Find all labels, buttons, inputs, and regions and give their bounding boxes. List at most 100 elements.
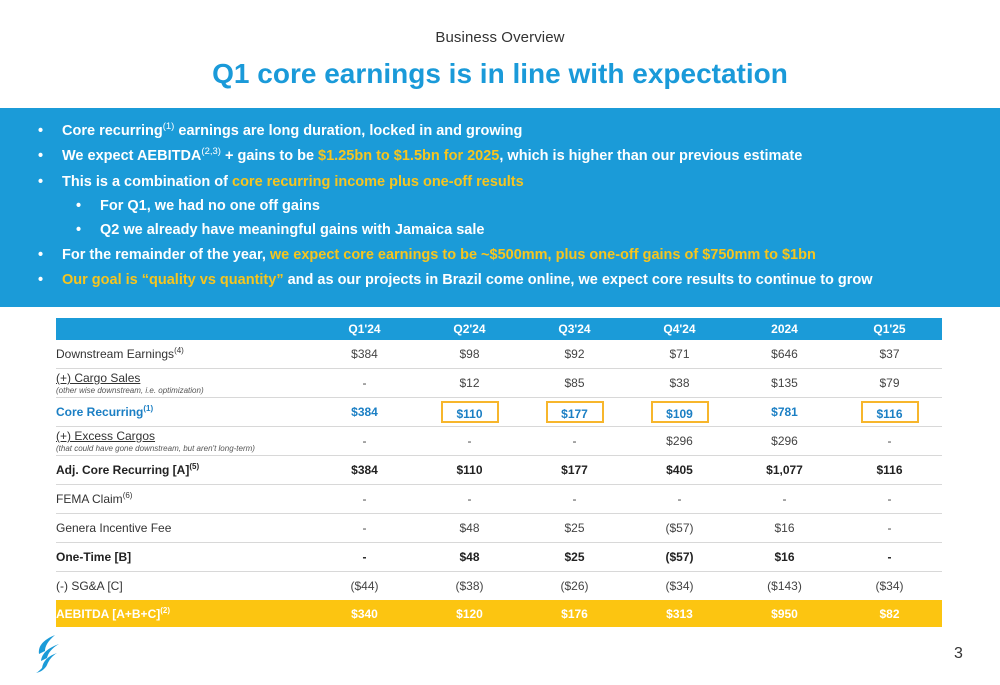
table-cell: $781 <box>732 397 837 427</box>
row-label: (+) Excess Cargos (that could have gone d… <box>56 426 312 456</box>
column-header: Q2'24 <box>417 318 522 340</box>
section-kicker: Business Overview <box>435 29 565 46</box>
table-cell: ($57) <box>627 513 732 543</box>
table-cell: $38 <box>627 368 732 398</box>
table-row-fema-claim: FEMA Claim(6) - - - - - - <box>56 484 942 514</box>
row-label: Downstream Earnings(4) <box>56 346 184 362</box>
table-cell: - <box>837 513 942 543</box>
table-cell: ($143) <box>732 571 837 600</box>
table-row-cargo-sales: (+) Cargo Sales (other wise downstream, i… <box>56 368 942 398</box>
table-cell: $405 <box>627 455 732 485</box>
table-cell: $48 <box>417 513 522 543</box>
sub-bullet-q2: • Q2 we already have meaningful gains wit… <box>76 222 485 238</box>
table-cell: $82 <box>837 600 942 627</box>
bullet-core-recurring: • Core recurring(1) earnings are long dur… <box>38 121 523 139</box>
table-cell: - <box>522 484 627 514</box>
table-cell: ($34) <box>627 571 732 600</box>
table-cell: $384 <box>312 455 417 485</box>
table-cell: ($57) <box>627 542 732 572</box>
table-cell: ($38) <box>417 571 522 600</box>
table-cell: $25 <box>522 542 627 572</box>
table-row-downstream-earnings: Downstream Earnings(4) $384 $98 $92 $71 … <box>56 340 942 369</box>
table-row-adj-core-recurring: Adj. Core Recurring [A](5) $384 $110 $17… <box>56 455 942 485</box>
table-cell: ($44) <box>312 571 417 600</box>
bullet-remainder: • For the remainder of the year, we expec… <box>38 247 816 263</box>
row-label: One-Time [B] <box>56 542 312 572</box>
table-cell: - <box>522 426 627 456</box>
table-cell: - <box>417 484 522 514</box>
table-cell: - <box>312 368 417 398</box>
sub-bullet-q1: • For Q1, we had no one off gains <box>76 198 320 214</box>
header-blank <box>56 318 312 340</box>
row-label: AEBITDA [A+B+C](2) <box>56 600 312 627</box>
row-label: (+) Cargo Sales (other wise downstream, i… <box>56 368 312 398</box>
table-cell: $98 <box>459 347 480 361</box>
table-cell: - <box>837 426 942 456</box>
table-header-row: Q1'24 Q2'24 Q3'24 Q4'24 2024 Q1'25 <box>56 318 942 340</box>
table-cell: ($26) <box>522 571 627 600</box>
row-label: (-) SG&A [C] <box>56 571 312 600</box>
table-cell-highlighted: $110 <box>417 397 522 427</box>
table-cell: $116 <box>837 455 942 485</box>
table-cell: $1,077 <box>732 455 837 485</box>
table-cell: - <box>417 426 522 456</box>
row-label: Adj. Core Recurring [A](5) <box>56 455 312 485</box>
table-row-sga: (-) SG&A [C] ($44) ($38) ($26) ($34) ($1… <box>56 571 942 600</box>
table-cell: $384 <box>351 347 378 361</box>
table-row-excess-cargos: (+) Excess Cargos (that could have gone d… <box>56 426 942 456</box>
table-cell: $384 <box>312 397 417 427</box>
table-cell: $37 <box>879 347 900 361</box>
slide-title: Q1 core earnings is in line with expecta… <box>212 58 788 89</box>
table-cell: $48 <box>417 542 522 572</box>
table-cell: $110 <box>417 455 522 485</box>
table-cell: $16 <box>732 513 837 543</box>
row-label: FEMA Claim(6) <box>56 484 312 514</box>
table-row-one-time: One-Time [B] - $48 $25 ($57) $16 - <box>56 542 942 572</box>
table-cell-highlighted: $116 <box>837 397 942 427</box>
table-cell: $92 <box>564 347 585 361</box>
table-cell: $25 <box>522 513 627 543</box>
table-cell: - <box>837 542 942 572</box>
table-cell: $79 <box>837 368 942 398</box>
table-cell: - <box>627 484 732 514</box>
table-cell: $12 <box>417 368 522 398</box>
table-cell: - <box>732 484 837 514</box>
table-cell: $177 <box>522 455 627 485</box>
table-cell: $120 <box>417 600 522 627</box>
table-cell: $85 <box>522 368 627 398</box>
table-cell: $71 <box>669 347 690 361</box>
table-cell: $16 <box>732 542 837 572</box>
row-label: Genera Incentive Fee <box>56 513 312 543</box>
table-cell-highlighted: $109 <box>627 397 732 427</box>
bullet-goal: • Our goal is “quality vs quantity” and a… <box>38 272 873 288</box>
summary-banner: • Core recurring(1) earnings are long dur… <box>0 108 1000 307</box>
table-cell: $176 <box>522 600 627 627</box>
bullet-aebitda-expectation: • We expect AEBITDA(2,3) + gains to be $1… <box>38 146 803 164</box>
page-number: 3 <box>954 645 963 662</box>
table-cell: ($34) <box>837 571 942 600</box>
table-cell: - <box>312 542 417 572</box>
table-cell: $646 <box>771 347 798 361</box>
bullet-combination: • This is a combination of core recurring… <box>38 174 524 190</box>
table-cell: - <box>312 484 417 514</box>
table-cell: $296 <box>732 426 837 456</box>
flame-logo-icon <box>36 635 59 673</box>
table-cell: - <box>837 484 942 514</box>
table-cell: $313 <box>627 600 732 627</box>
column-header: Q3'24 <box>522 318 627 340</box>
table-cell: $135 <box>732 368 837 398</box>
table-cell: - <box>312 426 417 456</box>
column-header: Q1'25 <box>837 318 942 340</box>
table-cell: $296 <box>627 426 732 456</box>
table-cell-highlighted: $177 <box>522 397 627 427</box>
table-cell: $340 <box>312 600 417 627</box>
table-cell: $950 <box>732 600 837 627</box>
column-header: 2024 <box>732 318 837 340</box>
row-label: Core Recurring(1) <box>56 397 312 427</box>
column-header: Q1'24 <box>312 318 417 340</box>
table-row-genera-incentive-fee: Genera Incentive Fee - $48 $25 ($57) $16… <box>56 513 942 543</box>
table-row-core-recurring: Core Recurring(1) $384 $110 $177 $109 $7… <box>56 397 942 427</box>
earnings-table: Q1'24 Q2'24 Q3'24 Q4'24 2024 Q1'25 Downs… <box>56 318 942 627</box>
table-cell: - <box>312 513 417 543</box>
column-header: Q4'24 <box>627 318 732 340</box>
